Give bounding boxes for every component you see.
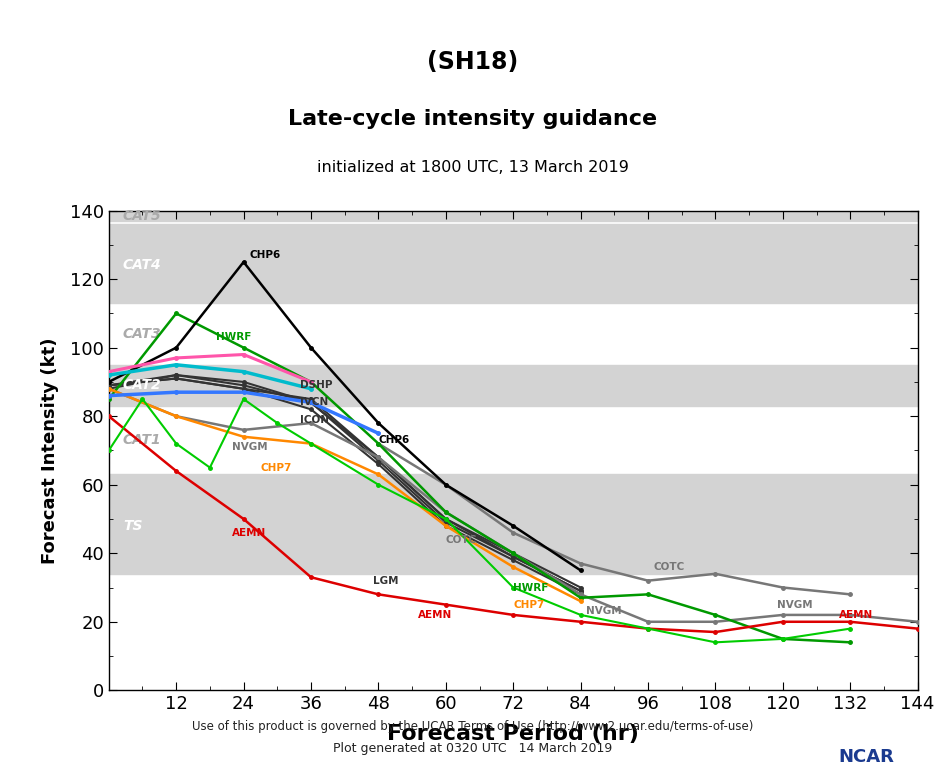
Bar bbox=[109, 474, 918, 574]
Text: CAT1: CAT1 bbox=[123, 433, 162, 447]
X-axis label: Forecast Period (hr): Forecast Period (hr) bbox=[387, 725, 639, 744]
Y-axis label: Forecast Intensity (kt): Forecast Intensity (kt) bbox=[41, 337, 59, 564]
Text: IVCN: IVCN bbox=[300, 398, 328, 407]
Text: Use of this product is governed by the UCAR Terms of Use (http://www2.ucar.edu/t: Use of this product is governed by the U… bbox=[192, 720, 754, 733]
Text: Plot generated at 0320 UTC   14 March 2019: Plot generated at 0320 UTC 14 March 2019 bbox=[333, 742, 613, 755]
Text: CAT3: CAT3 bbox=[123, 327, 162, 341]
Text: NVGM: NVGM bbox=[778, 600, 813, 610]
Text: CAT5: CAT5 bbox=[123, 209, 162, 223]
Text: AEMN: AEMN bbox=[233, 528, 267, 537]
Text: CAT4: CAT4 bbox=[123, 258, 162, 272]
Bar bbox=[109, 225, 918, 303]
Text: CHP7: CHP7 bbox=[260, 463, 291, 473]
Text: TS: TS bbox=[123, 519, 142, 533]
Text: Late-cycle intensity guidance: Late-cycle intensity guidance bbox=[289, 108, 657, 129]
Text: ICON: ICON bbox=[300, 415, 329, 424]
Text: NCAR: NCAR bbox=[838, 748, 894, 766]
Text: NVGM: NVGM bbox=[587, 607, 622, 616]
Text: (SH18): (SH18) bbox=[428, 50, 518, 74]
Text: CHP6: CHP6 bbox=[249, 250, 280, 261]
Text: DSHP: DSHP bbox=[300, 381, 332, 390]
Text: AEMN: AEMN bbox=[418, 610, 452, 620]
Text: CHP6: CHP6 bbox=[378, 435, 410, 445]
Text: CAT2: CAT2 bbox=[123, 378, 162, 392]
Text: initialized at 1800 UTC, 13 March 2019: initialized at 1800 UTC, 13 March 2019 bbox=[317, 161, 629, 176]
Text: HWRF: HWRF bbox=[514, 583, 549, 593]
Text: COTC: COTC bbox=[446, 534, 477, 544]
Text: COTC: COTC bbox=[654, 562, 685, 572]
Text: LGM: LGM bbox=[373, 576, 398, 586]
Bar bbox=[109, 365, 918, 406]
Text: AEMN: AEMN bbox=[839, 610, 873, 620]
Text: HWRF: HWRF bbox=[216, 332, 251, 342]
Text: CHP7: CHP7 bbox=[514, 600, 545, 610]
Text: NVGM: NVGM bbox=[233, 442, 268, 452]
Bar bbox=[109, 211, 918, 221]
